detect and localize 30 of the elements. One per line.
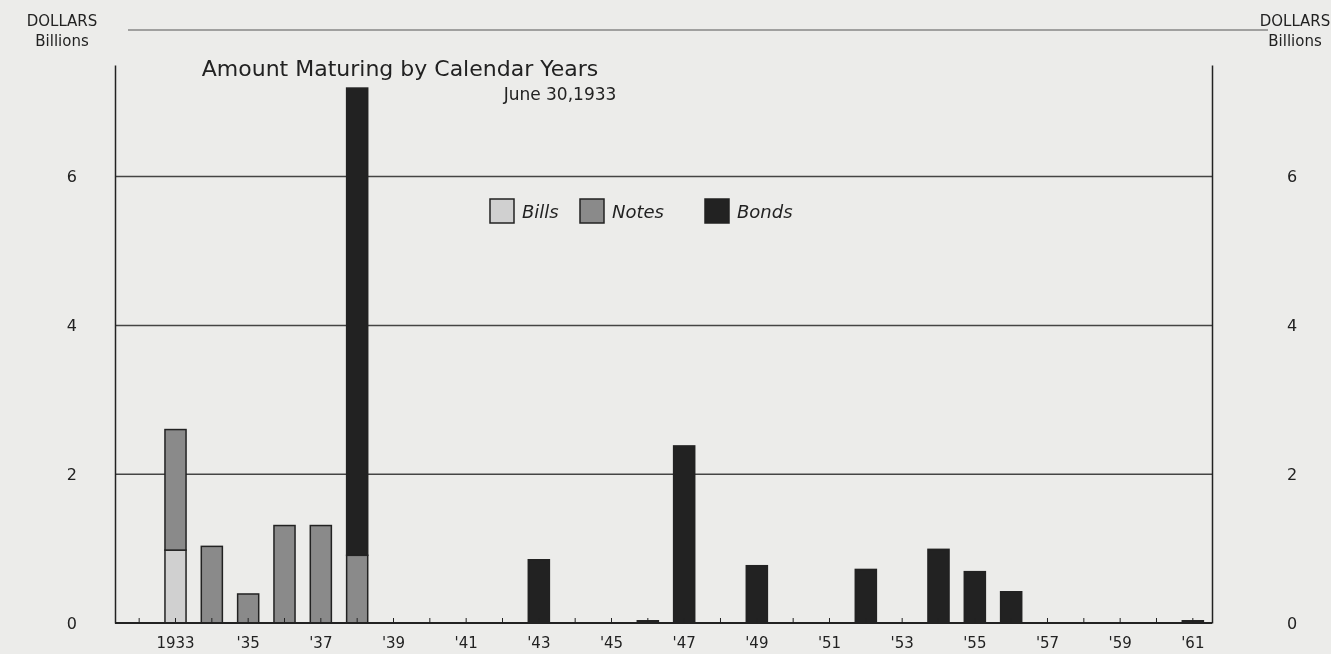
x-tick-label: '35 — [236, 633, 260, 652]
x-tick-label: '51 — [817, 633, 842, 652]
legend-label: Notes — [612, 201, 664, 222]
y2-axis-title: DOLLARS Billions — [1259, 12, 1331, 50]
y2-tick-label: 2 — [1287, 464, 1298, 484]
legend-label: Bonds — [737, 201, 793, 222]
x-tick-label: '41 — [454, 633, 478, 652]
text: June 30,1933 — [502, 84, 617, 104]
x-tick-label: '49 — [745, 633, 769, 652]
y2-tick-label: 0 — [1287, 613, 1298, 633]
x-tick-label: '39 — [381, 633, 406, 652]
x-tick-label: '37 — [309, 633, 333, 652]
y-tick-label: 0 — [66, 613, 77, 633]
y-axis-title: DOLLARS Billions — [26, 12, 98, 50]
x-tick-label: '45 — [599, 633, 624, 652]
y-tick-label: 6 — [66, 167, 77, 187]
x-tick-label: '57 — [1035, 633, 1060, 652]
y2-tick-label: 4 — [1287, 316, 1298, 336]
x-tick-label: '61 — [1181, 633, 1205, 652]
x-tick-label: '53 — [890, 633, 914, 652]
y-tick-label: 2 — [66, 464, 77, 484]
x-tick-label: '43 — [527, 633, 551, 652]
chart-title: Amount Maturing by Calendar Years — [201, 56, 599, 81]
x-tick-label: '55 — [963, 633, 987, 652]
x-tick-label: 1933 — [156, 633, 195, 652]
x-tick-label: '47 — [672, 633, 696, 652]
x-tick-label: '59 — [1108, 633, 1132, 652]
y-tick-label: 4 — [66, 316, 77, 336]
y2-tick-label: 6 — [1287, 167, 1298, 187]
legend-label: Bills — [522, 201, 559, 222]
